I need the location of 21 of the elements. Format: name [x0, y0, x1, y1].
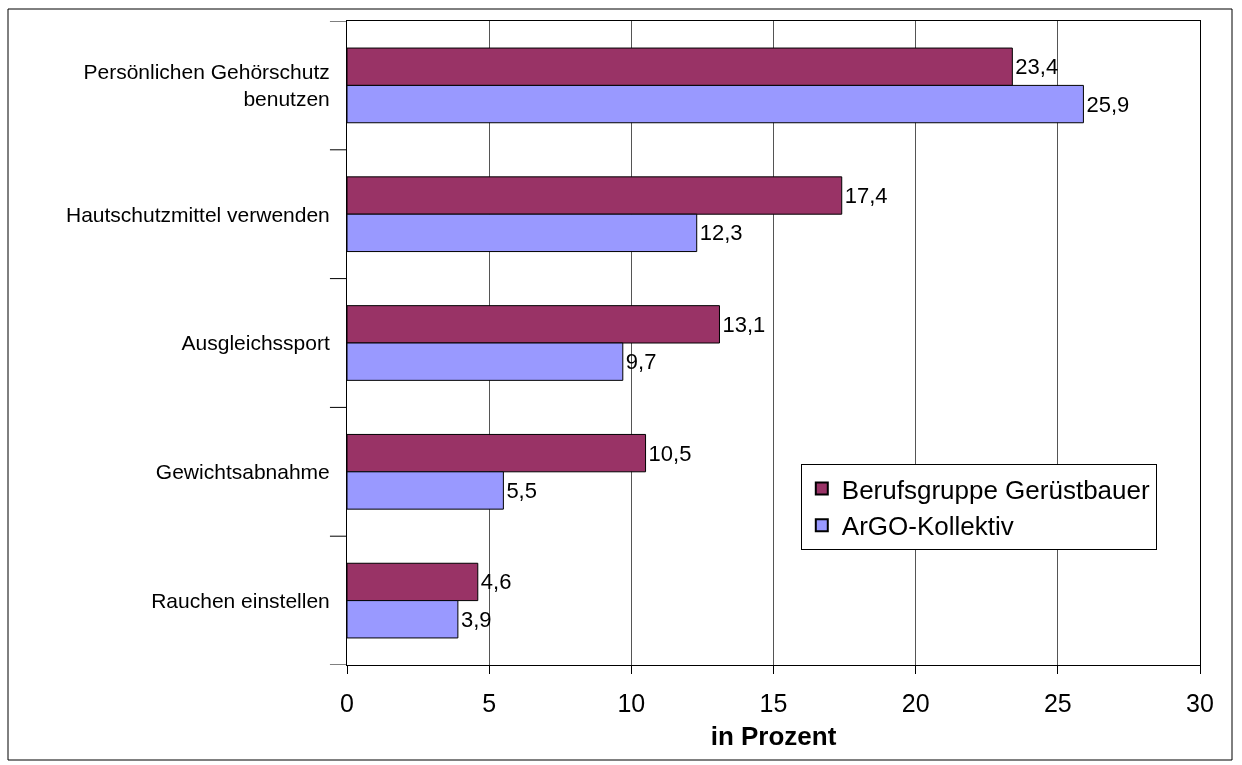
x-tick-label: 0: [340, 689, 354, 717]
y-tick-label: Gewichtsabnahme: [155, 460, 330, 484]
y-tick-label: Hautschutzmittel verwenden: [66, 202, 330, 226]
x-tick-label: 20: [901, 689, 930, 717]
data-label: 13,1: [722, 311, 766, 337]
y-tick-label: Ausgleichssport: [181, 331, 330, 355]
y-tick-label: Persönlichen Gehörschutz benutzen: [83, 60, 330, 111]
data-label: 12,3: [699, 220, 743, 246]
data-label: 17,4: [844, 183, 888, 209]
x-tick-label: 5: [482, 689, 497, 717]
y-tick-label: Rauchen einstellen: [151, 588, 330, 612]
data-label: 10,5: [648, 440, 692, 466]
x-axis-title: in Prozent: [710, 720, 837, 751]
legend-label: Berufsgruppe Gerüstbauer: [841, 474, 1150, 505]
x-tick-label: 25: [1043, 689, 1072, 717]
x-tick-label: 30: [1186, 689, 1214, 717]
x-tick-label: 15: [759, 689, 788, 717]
legend-label: ArGO-Kollektiv: [841, 511, 1014, 542]
x-tick-label: 10: [617, 689, 646, 717]
data-label: 5,5: [506, 477, 537, 503]
data-label: 25,9: [1086, 91, 1130, 117]
